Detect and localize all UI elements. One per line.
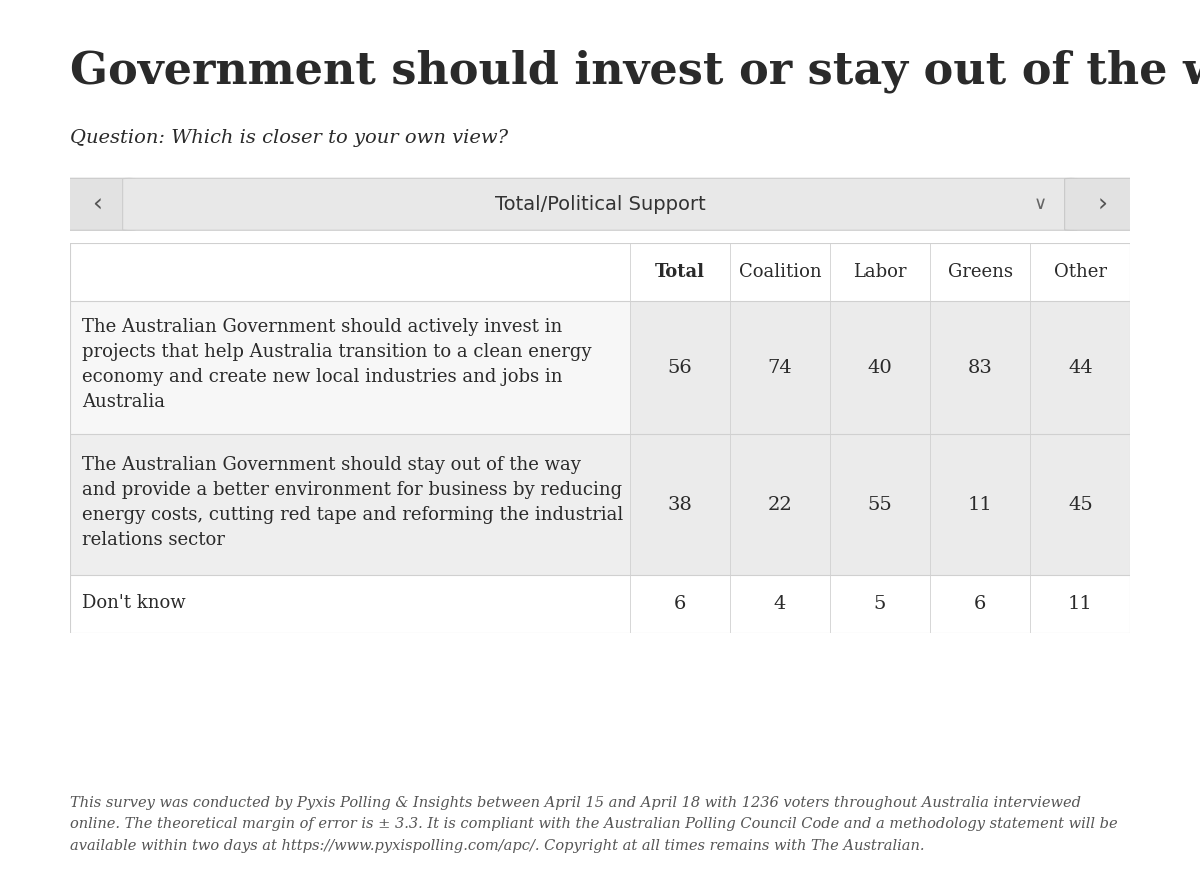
Text: The Australian Government should stay out of the way
and provide a better enviro: The Australian Government should stay ou… (83, 456, 624, 549)
Text: 22: 22 (768, 496, 792, 514)
Text: Greens: Greens (948, 262, 1013, 281)
Text: ‹: ‹ (92, 193, 102, 216)
Text: ›: › (1098, 193, 1108, 216)
FancyBboxPatch shape (122, 178, 1078, 230)
Bar (630, 434, 1130, 575)
FancyBboxPatch shape (59, 178, 136, 230)
Text: 5: 5 (874, 595, 887, 614)
Text: 55: 55 (868, 496, 893, 514)
Text: This survey was conducted by Pyxis Polling & Insights between April 15 and April: This survey was conducted by Pyxis Polli… (70, 796, 1117, 853)
Text: 56: 56 (667, 359, 692, 376)
Text: 38: 38 (667, 496, 692, 514)
Text: Other: Other (1054, 262, 1106, 281)
Text: Labor: Labor (853, 262, 907, 281)
Text: Don't know: Don't know (83, 594, 186, 612)
Text: 11: 11 (968, 496, 992, 514)
Text: Question: Which is closer to your own view?: Question: Which is closer to your own vi… (70, 129, 508, 147)
Bar (630, 301, 1130, 434)
Text: Total/Political Support: Total/Political Support (494, 194, 706, 214)
Text: 45: 45 (1068, 496, 1093, 514)
Text: ∨: ∨ (1033, 195, 1046, 213)
Text: Total: Total (655, 262, 704, 281)
Text: 6: 6 (974, 595, 986, 614)
Text: 74: 74 (768, 359, 792, 376)
Text: The Australian Government should actively invest in
projects that help Australia: The Australian Government should activel… (83, 318, 592, 411)
Text: 4: 4 (774, 595, 786, 614)
Text: 6: 6 (673, 595, 686, 614)
Text: Coalition: Coalition (738, 262, 821, 281)
Text: 44: 44 (1068, 359, 1093, 376)
Text: 83: 83 (967, 359, 992, 376)
Text: 40: 40 (868, 359, 893, 376)
Text: Government should invest or stay out of the way: Government should invest or stay out of … (70, 49, 1200, 93)
FancyBboxPatch shape (1064, 178, 1141, 230)
Text: 11: 11 (1068, 595, 1093, 614)
